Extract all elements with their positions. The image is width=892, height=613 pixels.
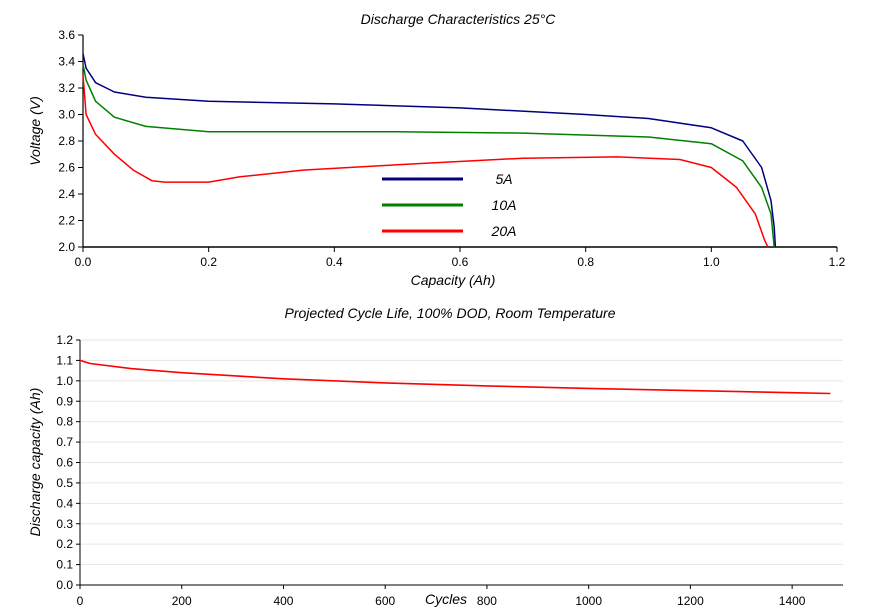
cycle-life-x-tick-label: 800 <box>477 594 497 608</box>
discharge-x-tick-label: 0.8 <box>577 255 594 269</box>
legend-label-20a: 20A <box>491 223 517 239</box>
cycle-life-x-tick-label: 400 <box>273 594 293 608</box>
discharge-y-tick-label: 2.0 <box>58 240 75 254</box>
cycle-life-chart-title: Projected Cycle Life, 100% DOD, Room Tem… <box>285 305 616 321</box>
legend-label-5a: 5A <box>495 171 512 187</box>
cycle-life-x-axis-label: Cycles <box>425 591 467 607</box>
discharge-y-tick-label: 3.2 <box>58 81 75 95</box>
discharge-y-tick-label: 3.0 <box>58 108 75 122</box>
discharge-chart: Discharge Characteristics 25°C Capacity … <box>27 11 846 288</box>
cycle-life-chart: Projected Cycle Life, 100% DOD, Room Tem… <box>27 305 843 608</box>
cycle-life-x-tick-label: 200 <box>172 594 192 608</box>
legend-label-10a: 10A <box>492 197 517 213</box>
discharge-series-20a-line <box>82 74 769 248</box>
discharge-x-tick-label: 0.2 <box>200 255 217 269</box>
cycle-life-y-tick-label: 1.1 <box>56 353 73 367</box>
discharge-y-tick-label: 2.4 <box>58 187 75 201</box>
cycle-life-y-tick-label: 1.2 <box>56 333 73 347</box>
cycle-life-x-tick-label: 1000 <box>575 594 602 608</box>
cycle-life-y-tick-label: 0.0 <box>56 578 73 592</box>
cycle-life-y-tick-label: 0.4 <box>56 496 73 510</box>
discharge-y-tick-label: 3.6 <box>58 28 75 42</box>
cycle-life-x-tick-label: 1400 <box>779 594 806 608</box>
discharge-chart-title: Discharge Characteristics 25°C <box>361 11 557 27</box>
cycle-life-y-tick-label: 0.3 <box>56 517 73 531</box>
cycle-life-y-tick-label: 0.8 <box>56 415 73 429</box>
cycle-life-y-tick-label: 0.7 <box>56 435 73 449</box>
discharge-x-tick-label: 1.2 <box>829 255 846 269</box>
discharge-x-tick-label: 0.4 <box>326 255 343 269</box>
cycle-life-y-tick-label: 0.9 <box>56 394 73 408</box>
discharge-x-tick-label: 1.0 <box>703 255 720 269</box>
cycle-life-y-axis-label: Discharge capacity (Ah) <box>27 388 43 537</box>
cycle-life-y-tick-label: 0.6 <box>56 456 73 470</box>
cycle-life-x-tick-label: 1200 <box>677 594 704 608</box>
cycle-life-y-tick-label: 1.0 <box>56 374 73 388</box>
discharge-y-axis-label: Voltage (V) <box>27 96 43 166</box>
discharge-y-tick-label: 2.6 <box>58 161 75 175</box>
discharge-y-tick-label: 2.2 <box>58 214 75 228</box>
cycle-life-x-tick-label: 600 <box>375 594 395 608</box>
discharge-x-tick-label: 0.6 <box>452 255 469 269</box>
discharge-y-tick-label: 2.8 <box>58 134 75 148</box>
discharge-x-tick-label: 0.0 <box>75 255 92 269</box>
discharge-y-tick-label: 3.4 <box>58 55 75 69</box>
discharge-x-axis-label: Capacity (Ah) <box>411 272 496 288</box>
discharge-series-10a-line <box>82 64 775 248</box>
cycle-life-series-line <box>79 359 831 395</box>
discharge-series-5a-line <box>82 53 777 248</box>
cycle-life-x-tick-label: 0 <box>77 594 84 608</box>
cycle-life-y-tick-label: 0.1 <box>56 558 73 572</box>
cycle-life-y-tick-label: 0.2 <box>56 537 73 551</box>
cycle-life-y-tick-label: 0.5 <box>56 476 73 490</box>
